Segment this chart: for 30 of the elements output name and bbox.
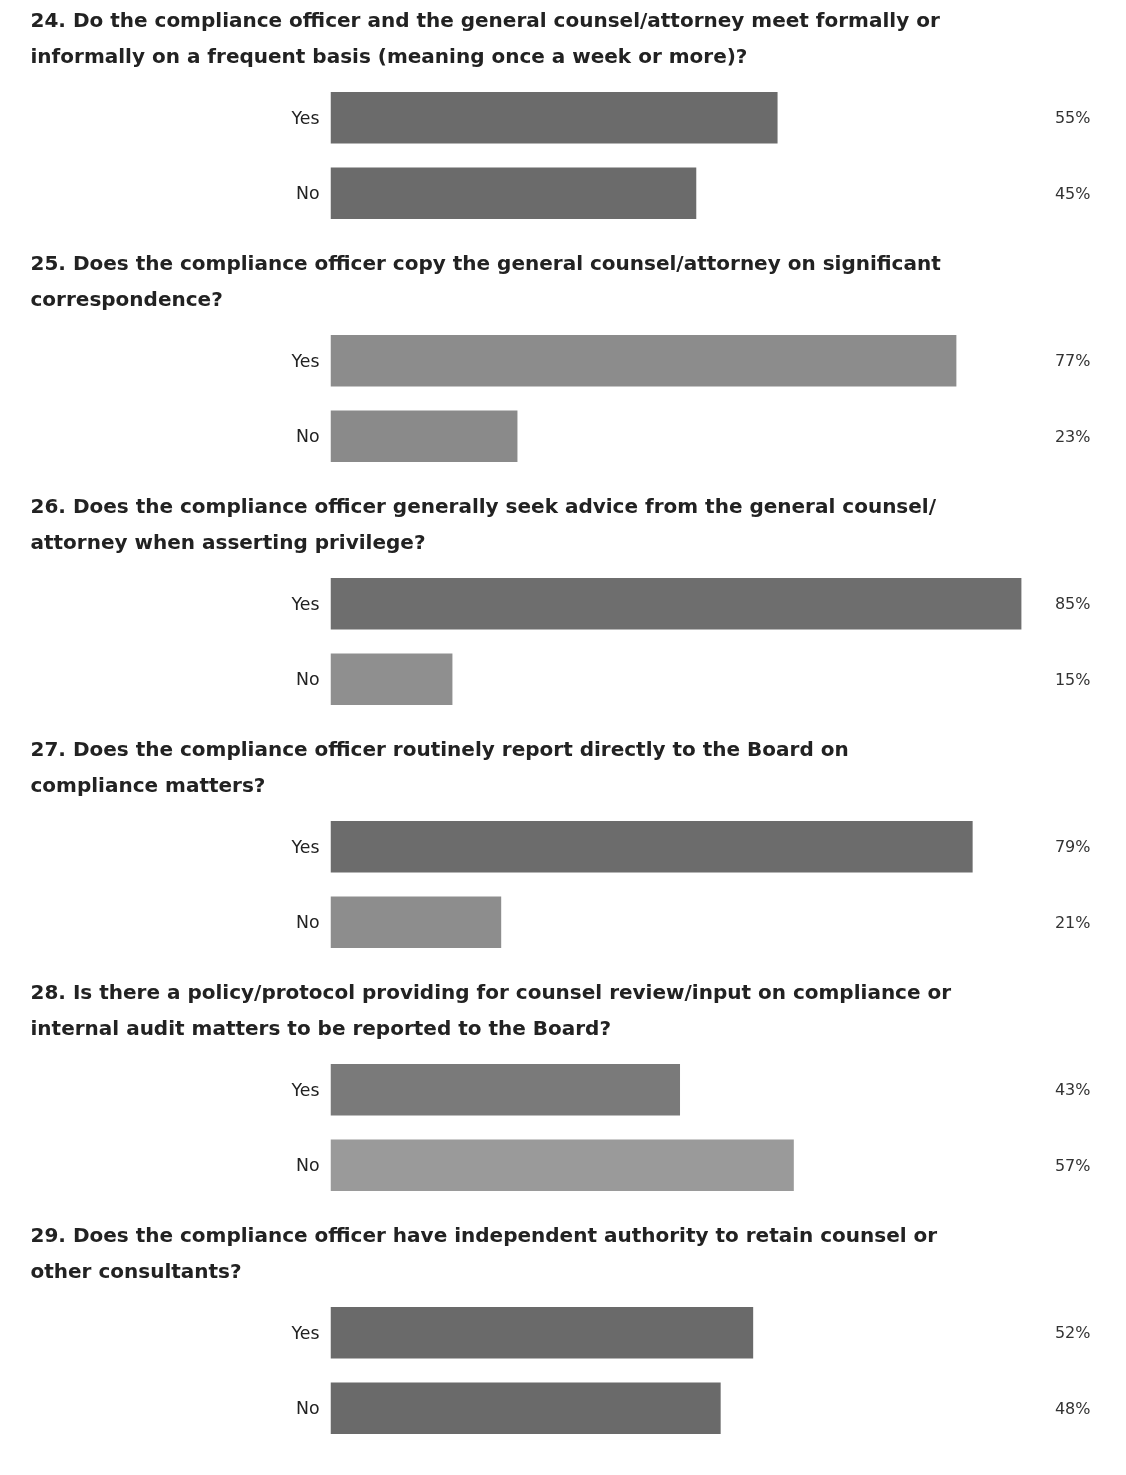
data-label: 85% — [1054, 594, 1091, 614]
y-tick-label: Yes — [290, 1079, 320, 1100]
y-tick-label: No — [295, 669, 320, 690]
y-tick-label: Yes — [290, 593, 320, 614]
data-label: 79% — [1054, 837, 1091, 857]
chart-title: 27. Does the compliance officer routinely report directly to the Board on compliance matters? — [30, 736, 849, 797]
chart-title: 26. Does the compliance officer generally seek advice from the general counsel/ attorney when asserting privilege? — [30, 493, 937, 554]
y-tick-label: Yes — [290, 836, 320, 857]
data-label: 43% — [1054, 1080, 1091, 1100]
data-label: 48% — [1054, 1398, 1091, 1418]
y-tick-label: No — [295, 1398, 320, 1419]
chart-title: 25. Does the compliance officer copy the general counsel/attorney on significant correspondence? — [30, 250, 942, 311]
data-label: 15% — [1054, 669, 1091, 689]
y-tick-label: Yes — [290, 107, 320, 128]
data-label: 52% — [1054, 1323, 1091, 1343]
data-label: 45% — [1054, 183, 1091, 203]
y-tick-label: No — [295, 183, 320, 204]
data-label: 57% — [1054, 1155, 1091, 1175]
y-tick-label: No — [295, 426, 320, 447]
y-tick-label: Yes — [290, 350, 320, 371]
chart-title: 28. Is there a policy/protocol providing for counsel review/input on compliance or internal audit matters to be reported to the Board? — [30, 979, 952, 1040]
y-tick-label: Yes — [290, 1322, 320, 1343]
data-label: 23% — [1054, 426, 1091, 446]
y-tick-label: No — [295, 1155, 320, 1176]
data-label: 77% — [1054, 351, 1091, 371]
data-label: 55% — [1054, 108, 1091, 128]
data-label: 21% — [1054, 912, 1091, 932]
y-tick-label: No — [295, 912, 320, 933]
chart-title: 24. Do the compliance officer and the general counsel/attorney meet formally or informally on a frequent basis (meaning once a week or more)? — [30, 7, 940, 68]
chart-title: 29. Does the compliance officer have independent authority to retain counsel or other consultants? — [30, 1222, 938, 1283]
